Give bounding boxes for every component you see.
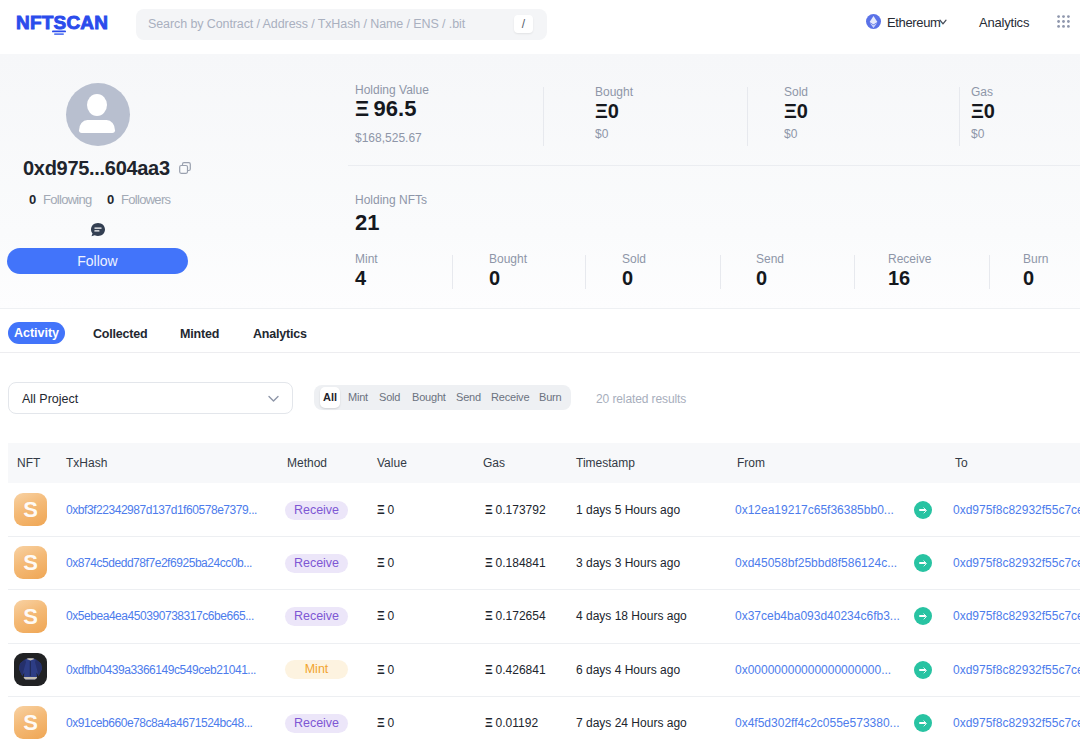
svg-text:NFTSCAN: NFTSCAN — [16, 12, 108, 33]
